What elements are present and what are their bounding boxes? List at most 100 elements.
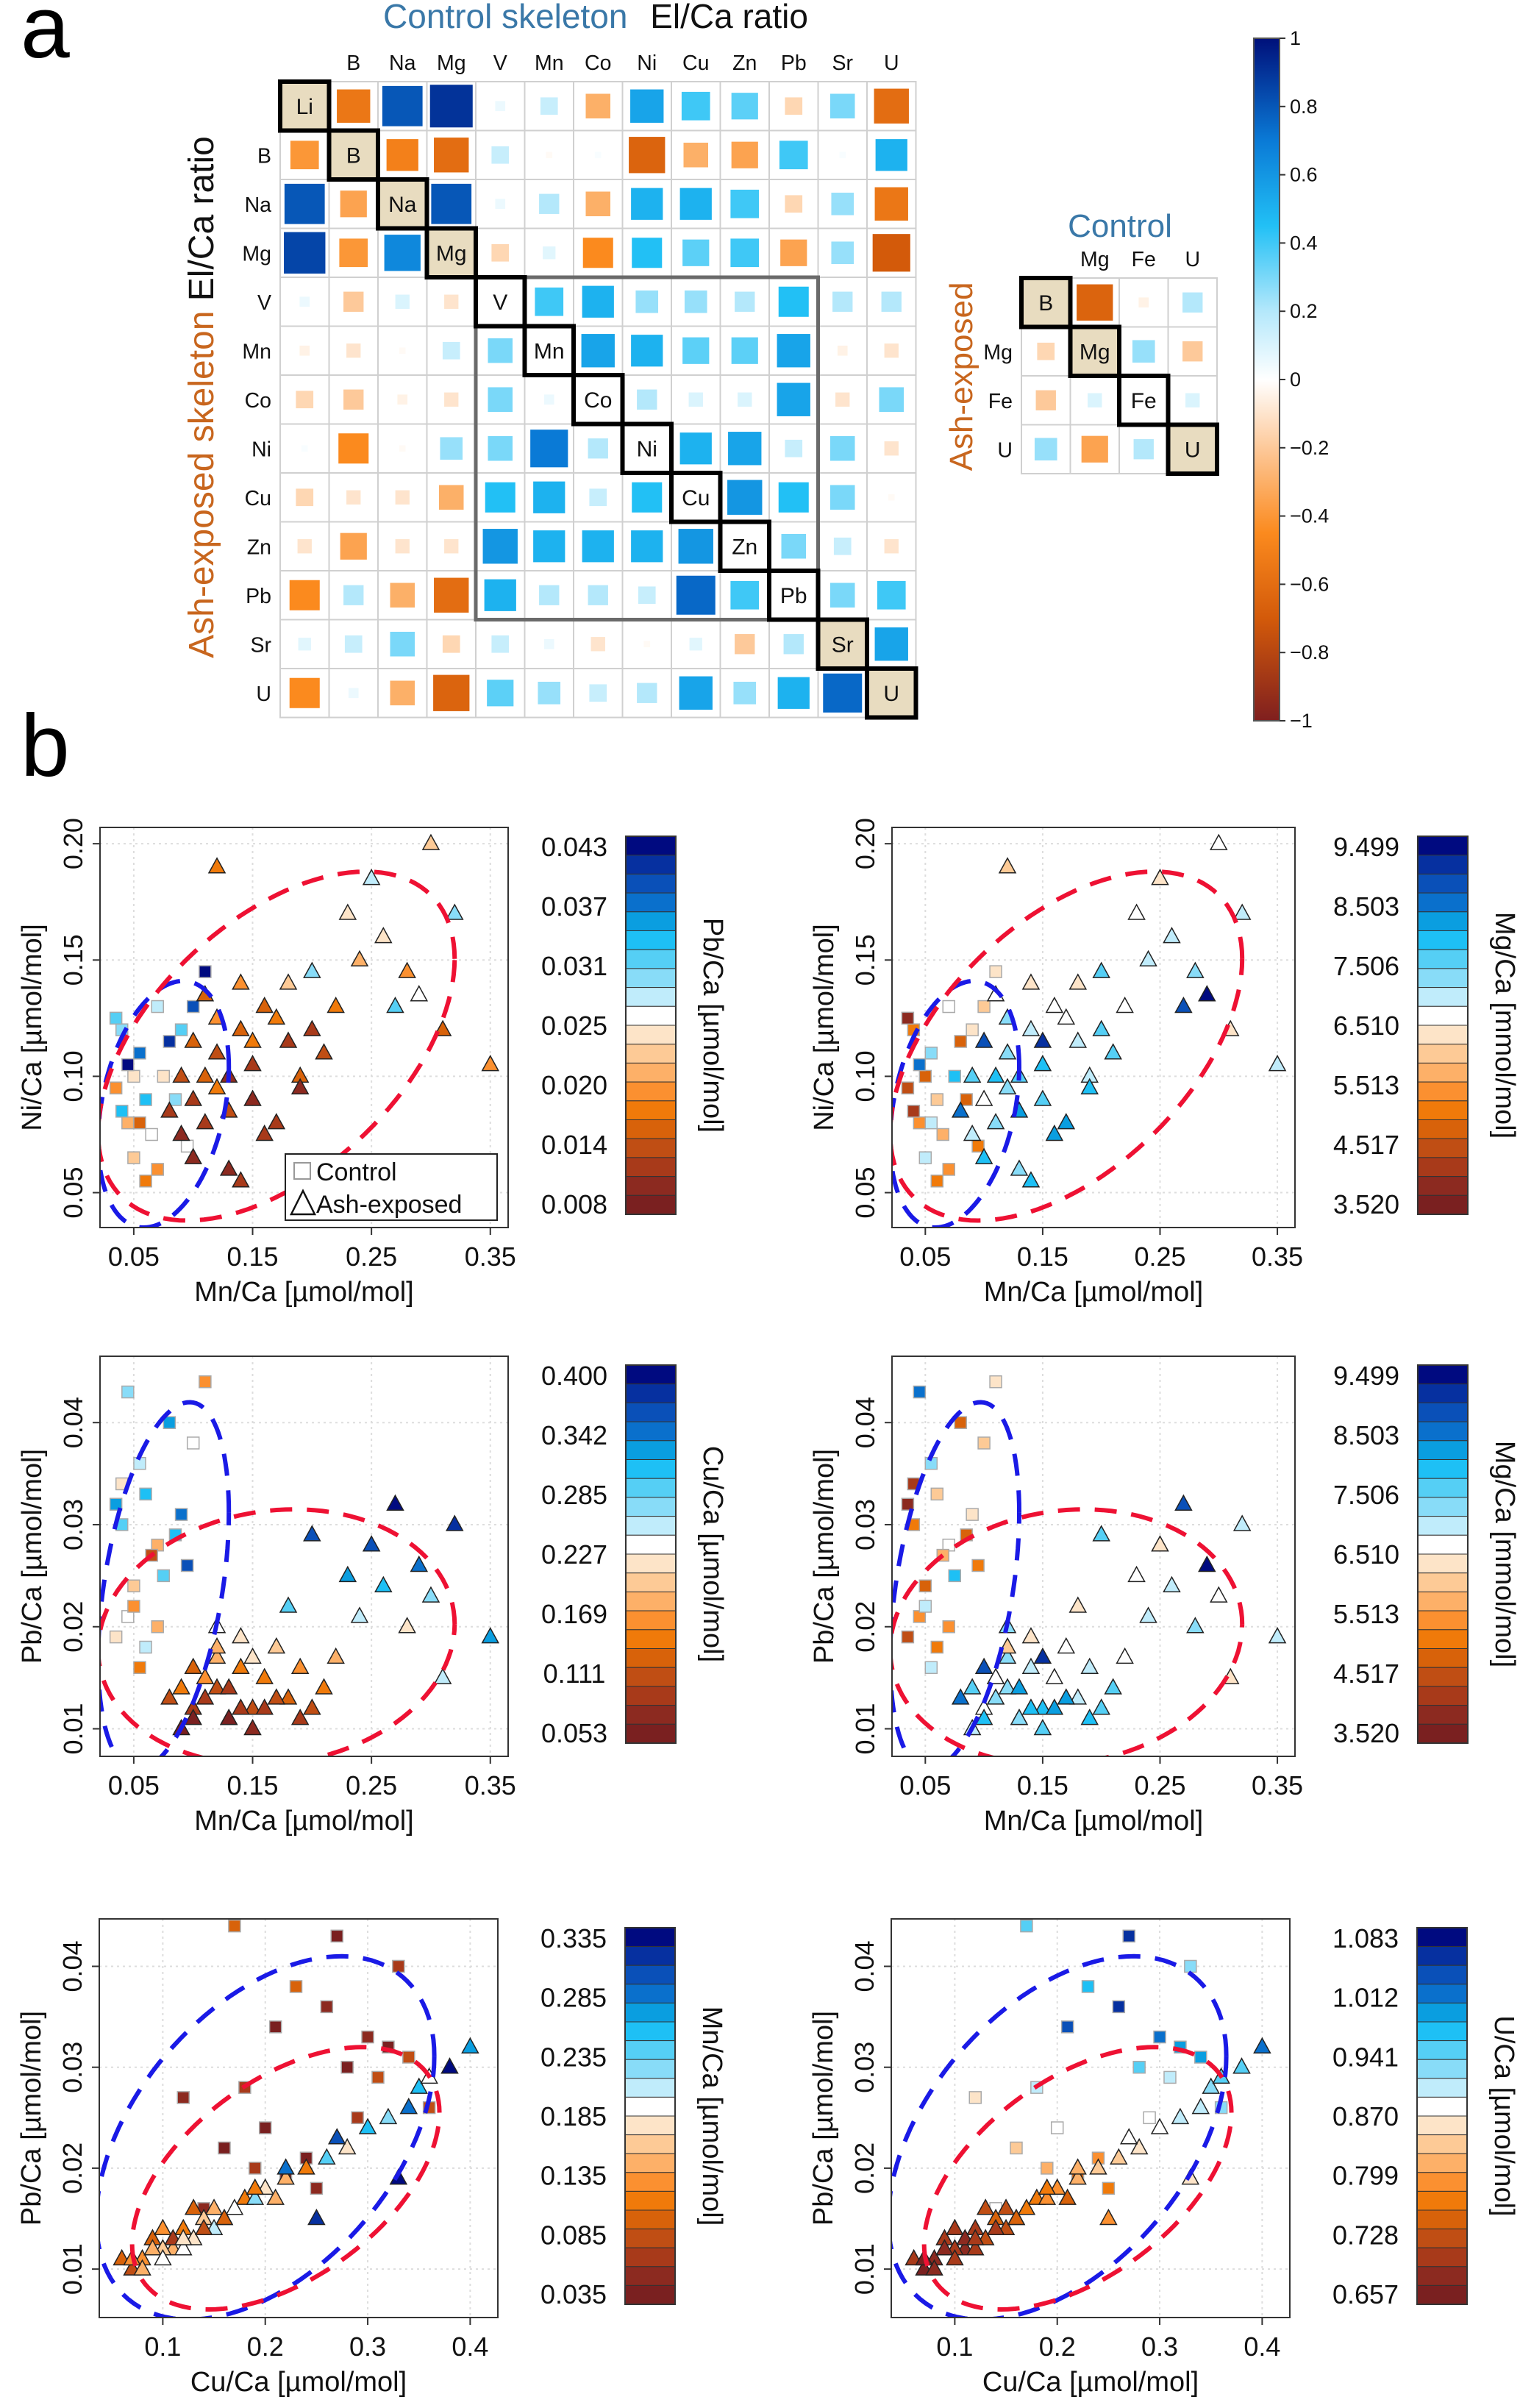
row-label: Co bbox=[245, 389, 271, 413]
ash-ellipse bbox=[100, 869, 457, 1223]
colorbar-tick-label: 0.4 bbox=[1290, 232, 1318, 254]
correlation-square bbox=[779, 140, 808, 170]
colorbar-step bbox=[624, 2266, 676, 2286]
correlation-square bbox=[482, 529, 518, 564]
ash-point bbox=[998, 1043, 1017, 1060]
ash-point bbox=[290, 1657, 310, 1675]
y-tick-label: 0.03 bbox=[57, 2042, 88, 2093]
correlation-square bbox=[731, 337, 758, 364]
column-label: Mn bbox=[535, 51, 564, 75]
colorbar-tick-label: 0.135 bbox=[540, 2161, 607, 2191]
correlation-square bbox=[777, 677, 810, 709]
colorbar-tick-label: 0.111 bbox=[543, 1659, 606, 1689]
matrix-title-ratio: El/Ca ratio bbox=[650, 0, 808, 35]
ash-point bbox=[951, 1688, 970, 1705]
control-ellipse bbox=[100, 1400, 232, 1756]
ash-ellipse bbox=[921, 2045, 1234, 2312]
colorbar-step bbox=[1416, 2266, 1468, 2286]
x-tick-label: 0.15 bbox=[226, 1770, 278, 1800]
matrix-row-title-ash: Ash-exposed skeleton bbox=[182, 311, 221, 658]
colorbar-step bbox=[625, 1402, 677, 1422]
colorbar-frame bbox=[625, 836, 677, 1215]
correlation-square bbox=[1133, 439, 1154, 460]
ash-point bbox=[279, 1688, 298, 1705]
colorbar-tick-label: 0.6 bbox=[1290, 164, 1318, 186]
correlation-square bbox=[582, 238, 613, 268]
correlation-square bbox=[875, 139, 907, 171]
column-label: Pb bbox=[781, 51, 807, 75]
colorbar-step bbox=[625, 1686, 677, 1706]
correlation-square bbox=[1037, 342, 1055, 360]
ash-point bbox=[974, 1657, 993, 1675]
column-label: B bbox=[346, 51, 360, 75]
colorbar-frame bbox=[625, 1364, 677, 1744]
ash-point bbox=[297, 2158, 315, 2175]
correlation-square bbox=[386, 139, 418, 171]
control-point bbox=[109, 1497, 123, 1511]
correlation-square bbox=[874, 187, 908, 221]
control-ellipse bbox=[100, 978, 232, 1228]
colorbar-step bbox=[625, 1157, 677, 1178]
correlation-square bbox=[488, 387, 513, 413]
colorbar-tick-label: 1.083 bbox=[1332, 1923, 1399, 1953]
correlation-square bbox=[343, 291, 364, 312]
y-tick-label: 0.04 bbox=[850, 1397, 880, 1448]
colorbar-tick-label: 1.012 bbox=[1332, 1983, 1399, 2013]
x-tick-label: 0.35 bbox=[1252, 1242, 1303, 1272]
colorbar-tick-label: 5.513 bbox=[1333, 1070, 1399, 1100]
ash-point bbox=[160, 1688, 179, 1705]
diagonal-cell bbox=[865, 666, 918, 720]
control-point bbox=[918, 1600, 932, 1613]
colorbar-step bbox=[1416, 2190, 1468, 2211]
colorbar-step bbox=[1417, 1667, 1469, 1687]
correlation-square bbox=[340, 190, 367, 218]
colorbar-step bbox=[1417, 1005, 1469, 1026]
correlation-square bbox=[631, 188, 663, 220]
control-point bbox=[930, 1487, 944, 1501]
ash-point bbox=[225, 2198, 244, 2215]
y-tick-label: 0.10 bbox=[850, 1050, 880, 1102]
correlation-square bbox=[884, 343, 899, 358]
colorbar-tick-label: 0.335 bbox=[540, 1923, 607, 1953]
control-point bbox=[151, 1163, 164, 1176]
x-tick-label: 0.05 bbox=[108, 1770, 160, 1800]
ash-point bbox=[1010, 1709, 1029, 1725]
colorbar-tick-label: 0.227 bbox=[541, 1539, 607, 1570]
column-label: V bbox=[493, 51, 507, 75]
correlation-square bbox=[390, 631, 415, 657]
correlation-square bbox=[835, 392, 850, 407]
matrix-row-title-ratio: El/Ca ratio bbox=[182, 136, 221, 301]
ash-point bbox=[1191, 2098, 1210, 2115]
scatter-panel: 0.05 0.15 0.25 0.35 0.01 0.02 0.03 0.04 Mn/Ca [µ… bbox=[17, 1356, 728, 1837]
colorbar-step bbox=[1417, 987, 1469, 1007]
correlation-square bbox=[1077, 284, 1113, 321]
x-axis-label: Mn/Ca [µmol/mol] bbox=[984, 1277, 1204, 1308]
row-label: B bbox=[257, 145, 271, 168]
colorbar-step bbox=[625, 1005, 677, 1026]
colorbar-step bbox=[1417, 1440, 1469, 1461]
ash-point bbox=[421, 1586, 440, 1603]
ash-point bbox=[386, 996, 404, 1014]
correlation-square bbox=[399, 347, 406, 355]
colorbar-title: Mg/Ca [mmol/mol] bbox=[1489, 912, 1520, 1139]
correlation-square bbox=[339, 238, 368, 268]
ash-point bbox=[362, 1535, 381, 1552]
control-point bbox=[913, 1116, 927, 1130]
colorbar-tick-label: 0 bbox=[1290, 368, 1301, 391]
colorbar-step bbox=[625, 1176, 677, 1196]
control-point bbox=[109, 1011, 123, 1025]
highlight-block bbox=[474, 275, 820, 621]
y-tick-label: 0.05 bbox=[58, 1167, 88, 1219]
colorbar-tick-label: 0.053 bbox=[541, 1718, 607, 1748]
ash-ellipse bbox=[100, 1507, 457, 1756]
colorbar-tick-label: 0.870 bbox=[1332, 2101, 1399, 2131]
ash-point bbox=[243, 1718, 262, 1736]
colorbar-step bbox=[625, 1194, 677, 1215]
row-label: Na bbox=[245, 193, 272, 217]
ash-point bbox=[1232, 1514, 1252, 1531]
ash-point bbox=[461, 2037, 479, 2054]
control-point bbox=[133, 1047, 146, 1060]
colorbar-step bbox=[1417, 1591, 1469, 1611]
ash-point bbox=[207, 1043, 226, 1060]
x-axis-label: Cu/Ca [µmol/mol] bbox=[190, 2367, 407, 2398]
